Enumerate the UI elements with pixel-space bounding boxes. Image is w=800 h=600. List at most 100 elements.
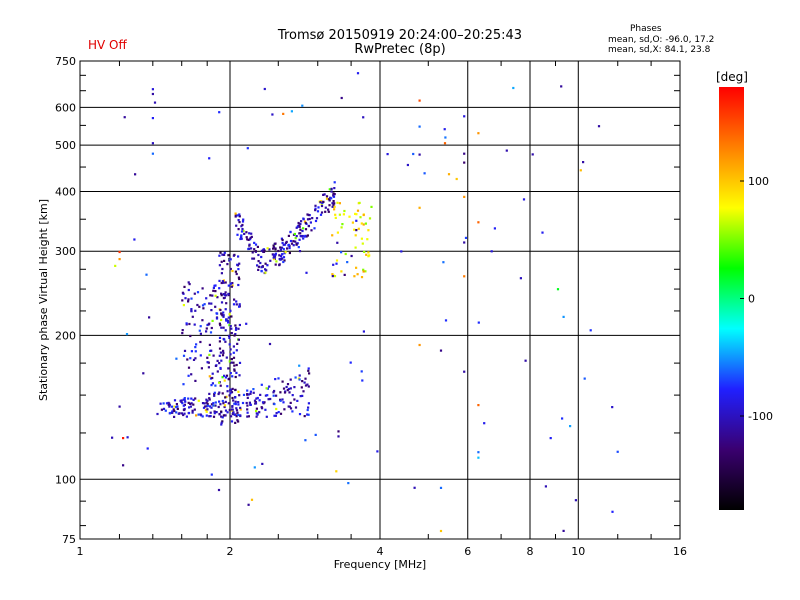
- data-point: [201, 304, 205, 307]
- data-point: [182, 304, 185, 307]
- data-point: [279, 399, 282, 402]
- data-point: [220, 301, 224, 304]
- data-point: [210, 473, 213, 476]
- data-point: [569, 425, 572, 428]
- data-point: [194, 357, 197, 360]
- data-point: [524, 359, 527, 362]
- data-point: [283, 391, 287, 394]
- data-point: [274, 242, 277, 245]
- data-point: [219, 351, 222, 354]
- data-point: [133, 238, 136, 241]
- colorbar-tick-label: 100: [748, 175, 769, 188]
- data-point: [314, 204, 317, 207]
- data-point: [279, 246, 282, 249]
- data-point: [285, 385, 288, 389]
- data-point: [227, 292, 230, 295]
- x-tick-label: 2: [227, 545, 234, 558]
- data-point: [235, 224, 238, 227]
- data-point: [254, 402, 258, 405]
- data-point: [298, 378, 301, 381]
- data-point: [341, 223, 344, 226]
- data-point: [306, 213, 309, 216]
- data-point: [171, 410, 174, 413]
- data-point: [328, 199, 331, 202]
- data-point: [320, 203, 323, 206]
- data-point: [219, 403, 222, 406]
- data-point: [442, 261, 445, 264]
- data-point: [184, 297, 187, 300]
- data-point: [350, 254, 353, 258]
- data-point: [218, 400, 221, 403]
- data-point: [338, 213, 341, 216]
- data-point: [295, 235, 298, 238]
- data-point: [297, 246, 300, 249]
- data-point: [443, 128, 446, 131]
- data-point: [218, 362, 221, 365]
- data-point: [439, 349, 443, 352]
- data-point: [241, 228, 244, 231]
- data-point: [353, 275, 356, 278]
- data-point: [258, 399, 261, 402]
- data-point: [272, 246, 276, 249]
- data-point: [561, 417, 564, 420]
- data-point: [331, 234, 334, 237]
- data-point: [236, 419, 239, 422]
- data-point: [259, 393, 262, 396]
- data-point: [231, 282, 234, 285]
- data-point: [238, 394, 241, 397]
- data-point: [218, 412, 221, 416]
- data-point: [191, 411, 194, 414]
- data-point: [282, 248, 285, 251]
- data-point: [229, 389, 232, 392]
- data-point: [246, 408, 249, 411]
- data-point: [298, 238, 301, 241]
- data-point: [343, 209, 346, 213]
- data-point: [218, 340, 221, 343]
- data-point: [281, 246, 284, 249]
- data-point: [464, 236, 468, 239]
- data-point: [241, 401, 245, 405]
- data-point: [198, 305, 201, 308]
- data-point: [221, 267, 224, 271]
- data-point: [239, 414, 242, 417]
- data-point: [151, 117, 154, 120]
- data-point: [361, 242, 364, 245]
- data-point: [187, 411, 191, 415]
- data-point: [222, 402, 225, 405]
- y-tick-label: 100: [55, 473, 76, 486]
- data-point: [233, 368, 236, 371]
- data-point: [288, 247, 291, 250]
- data-point: [319, 213, 323, 216]
- data-point: [289, 407, 293, 410]
- data-point: [220, 294, 223, 297]
- data-point: [423, 172, 426, 175]
- data-point: [205, 297, 208, 300]
- data-point: [325, 197, 329, 200]
- data-point: [240, 230, 244, 233]
- data-point: [356, 72, 360, 75]
- data-point: [214, 364, 217, 367]
- data-point: [253, 248, 256, 251]
- data-point: [252, 257, 256, 260]
- data-point: [230, 332, 233, 335]
- data-point: [218, 279, 221, 282]
- data-point: [298, 364, 301, 367]
- data-point: [286, 383, 290, 386]
- data-point: [307, 402, 310, 405]
- data-point: [192, 398, 195, 401]
- data-point: [360, 222, 363, 225]
- data-point: [210, 384, 213, 387]
- data-point: [316, 210, 320, 213]
- data-point: [308, 217, 311, 221]
- data-point: [332, 195, 336, 198]
- data-point: [355, 229, 358, 232]
- data-point: [254, 250, 257, 253]
- data-point: [187, 374, 190, 377]
- data-point: [233, 364, 236, 367]
- data-point: [185, 322, 188, 325]
- data-point: [333, 205, 336, 208]
- data-point: [218, 287, 221, 290]
- data-point: [222, 281, 225, 284]
- data-point: [238, 361, 242, 364]
- data-point: [212, 354, 215, 357]
